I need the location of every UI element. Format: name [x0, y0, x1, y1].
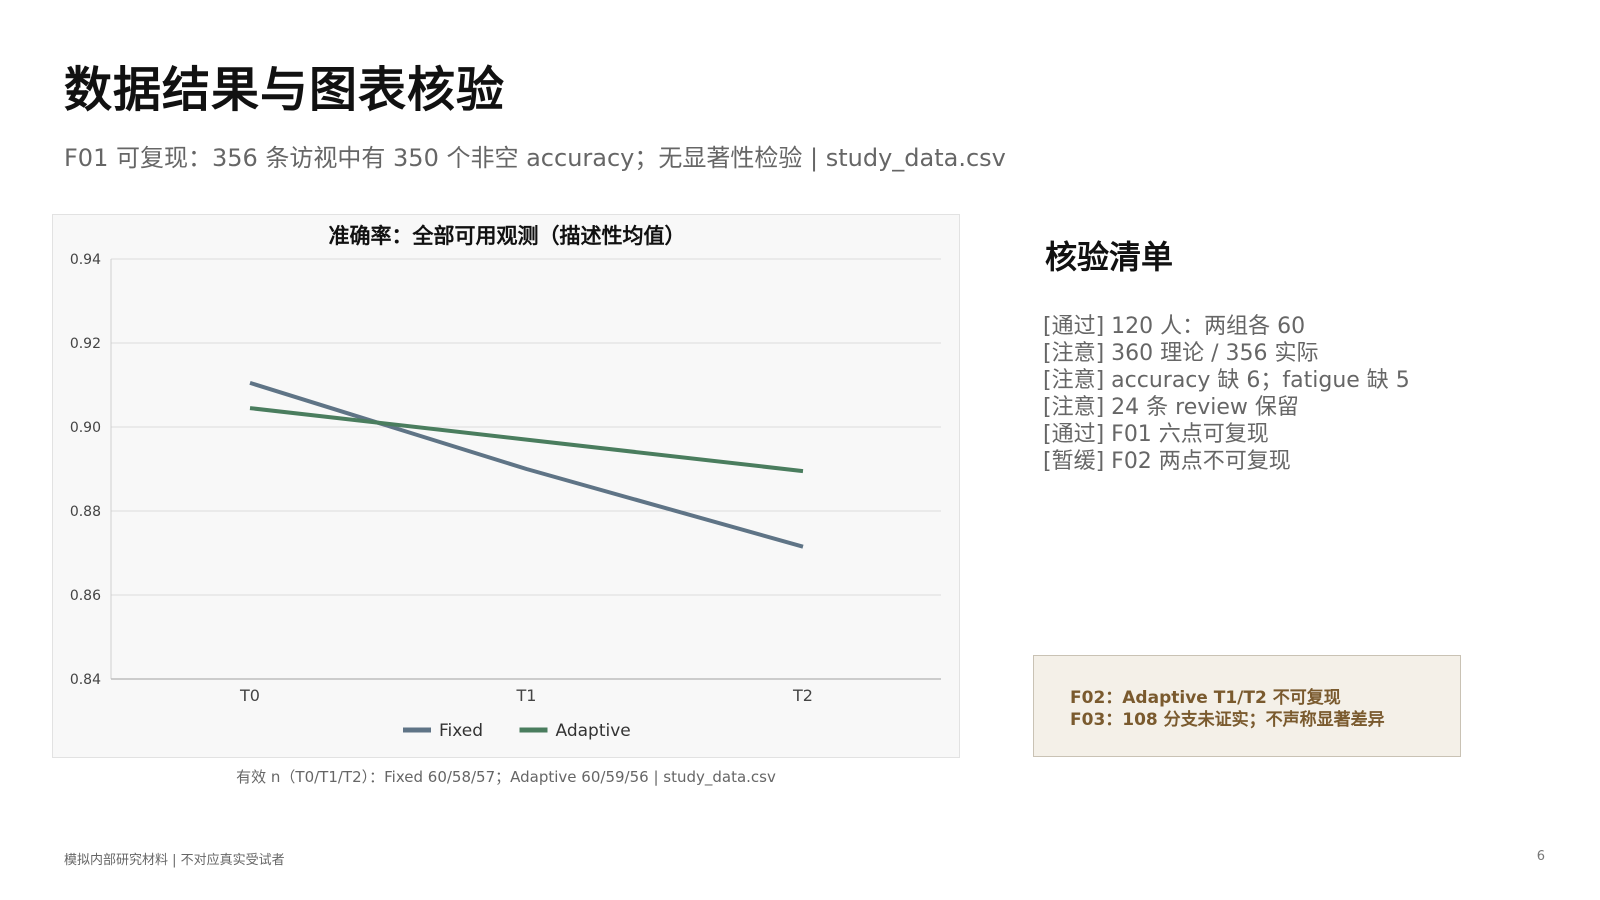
- checklist: [通过] 120 人：两组各 60 [注意] 360 理论 / 356 实际 […: [1043, 313, 1410, 475]
- x-tick-label: T0: [239, 686, 260, 705]
- checklist-item: [注意] 24 条 review 保留: [1043, 395, 1299, 420]
- note-box: F02：Adaptive T1/T2 不可复现 F03：108 分支未证实；不声…: [1033, 655, 1461, 757]
- footer-text: 模拟内部研究材料 | 不对应真实受试者: [64, 853, 285, 868]
- y-tick-label: 0.94: [70, 252, 101, 268]
- series-line-adaptive: [249, 406, 804, 474]
- page-number: 6: [1536, 849, 1545, 864]
- checklist-item: [通过] F01 六点可复现: [1043, 422, 1269, 447]
- series-line-fixed: [249, 380, 804, 549]
- legend-label-fixed: Fixed: [439, 721, 483, 741]
- page-title: 数据结果与图表核验: [64, 62, 506, 118]
- checklist-item: [暂缓] F02 两点不可复现: [1043, 449, 1291, 474]
- checklist-title: 核验清单: [1045, 238, 1174, 276]
- y-tick-label: 0.92: [70, 336, 101, 352]
- y-tick-label: 0.84: [70, 672, 101, 688]
- x-tick-label: T1: [516, 686, 537, 705]
- chart-panel: 准确率：全部可用观测（描述性均值） 0.84 0.86 0.88 0.90 0.92 0.9…: [52, 214, 960, 758]
- y-tick-label: 0.90: [70, 420, 101, 436]
- legend-label-adaptive: Adaptive: [556, 721, 631, 741]
- checklist-item: [注意] 360 理论 / 356 实际: [1043, 341, 1319, 366]
- checklist-item: [注意] accuracy 缺 6；fatigue 缺 5: [1043, 368, 1410, 393]
- y-tick-label: 0.86: [70, 588, 101, 604]
- note-line: F02：Adaptive T1/T2 不可复现: [1070, 688, 1341, 708]
- chart-caption: 有效 n（T0/T1/T2）：Fixed 60/58/57；Adaptive 6…: [236, 768, 776, 786]
- chart-title: 准确率：全部可用观测（描述性均值）: [329, 224, 686, 248]
- checklist-item: [通过] 120 人：两组各 60: [1043, 314, 1306, 339]
- x-tick-label: T2: [792, 686, 813, 705]
- accuracy-line-chart: 准确率：全部可用观测（描述性均值） 0.84 0.86 0.88 0.90 0.92 0.9…: [70, 224, 941, 741]
- page-subtitle: F01 可复现：356 条访视中有 350 个非空 accuracy；无显著性检…: [64, 144, 1006, 172]
- note-line: F03：108 分支未证实；不声称显著差异: [1070, 710, 1385, 730]
- y-tick-label: 0.88: [70, 504, 101, 520]
